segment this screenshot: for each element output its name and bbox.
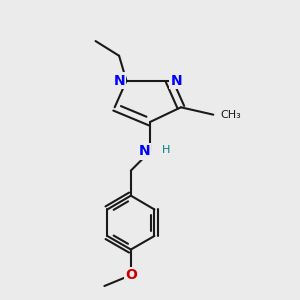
Text: O: O bbox=[125, 268, 137, 282]
Text: N: N bbox=[138, 145, 150, 158]
Text: N: N bbox=[113, 74, 125, 88]
Text: N: N bbox=[171, 74, 182, 88]
Text: CH₃: CH₃ bbox=[221, 110, 242, 120]
Text: H: H bbox=[162, 145, 170, 155]
